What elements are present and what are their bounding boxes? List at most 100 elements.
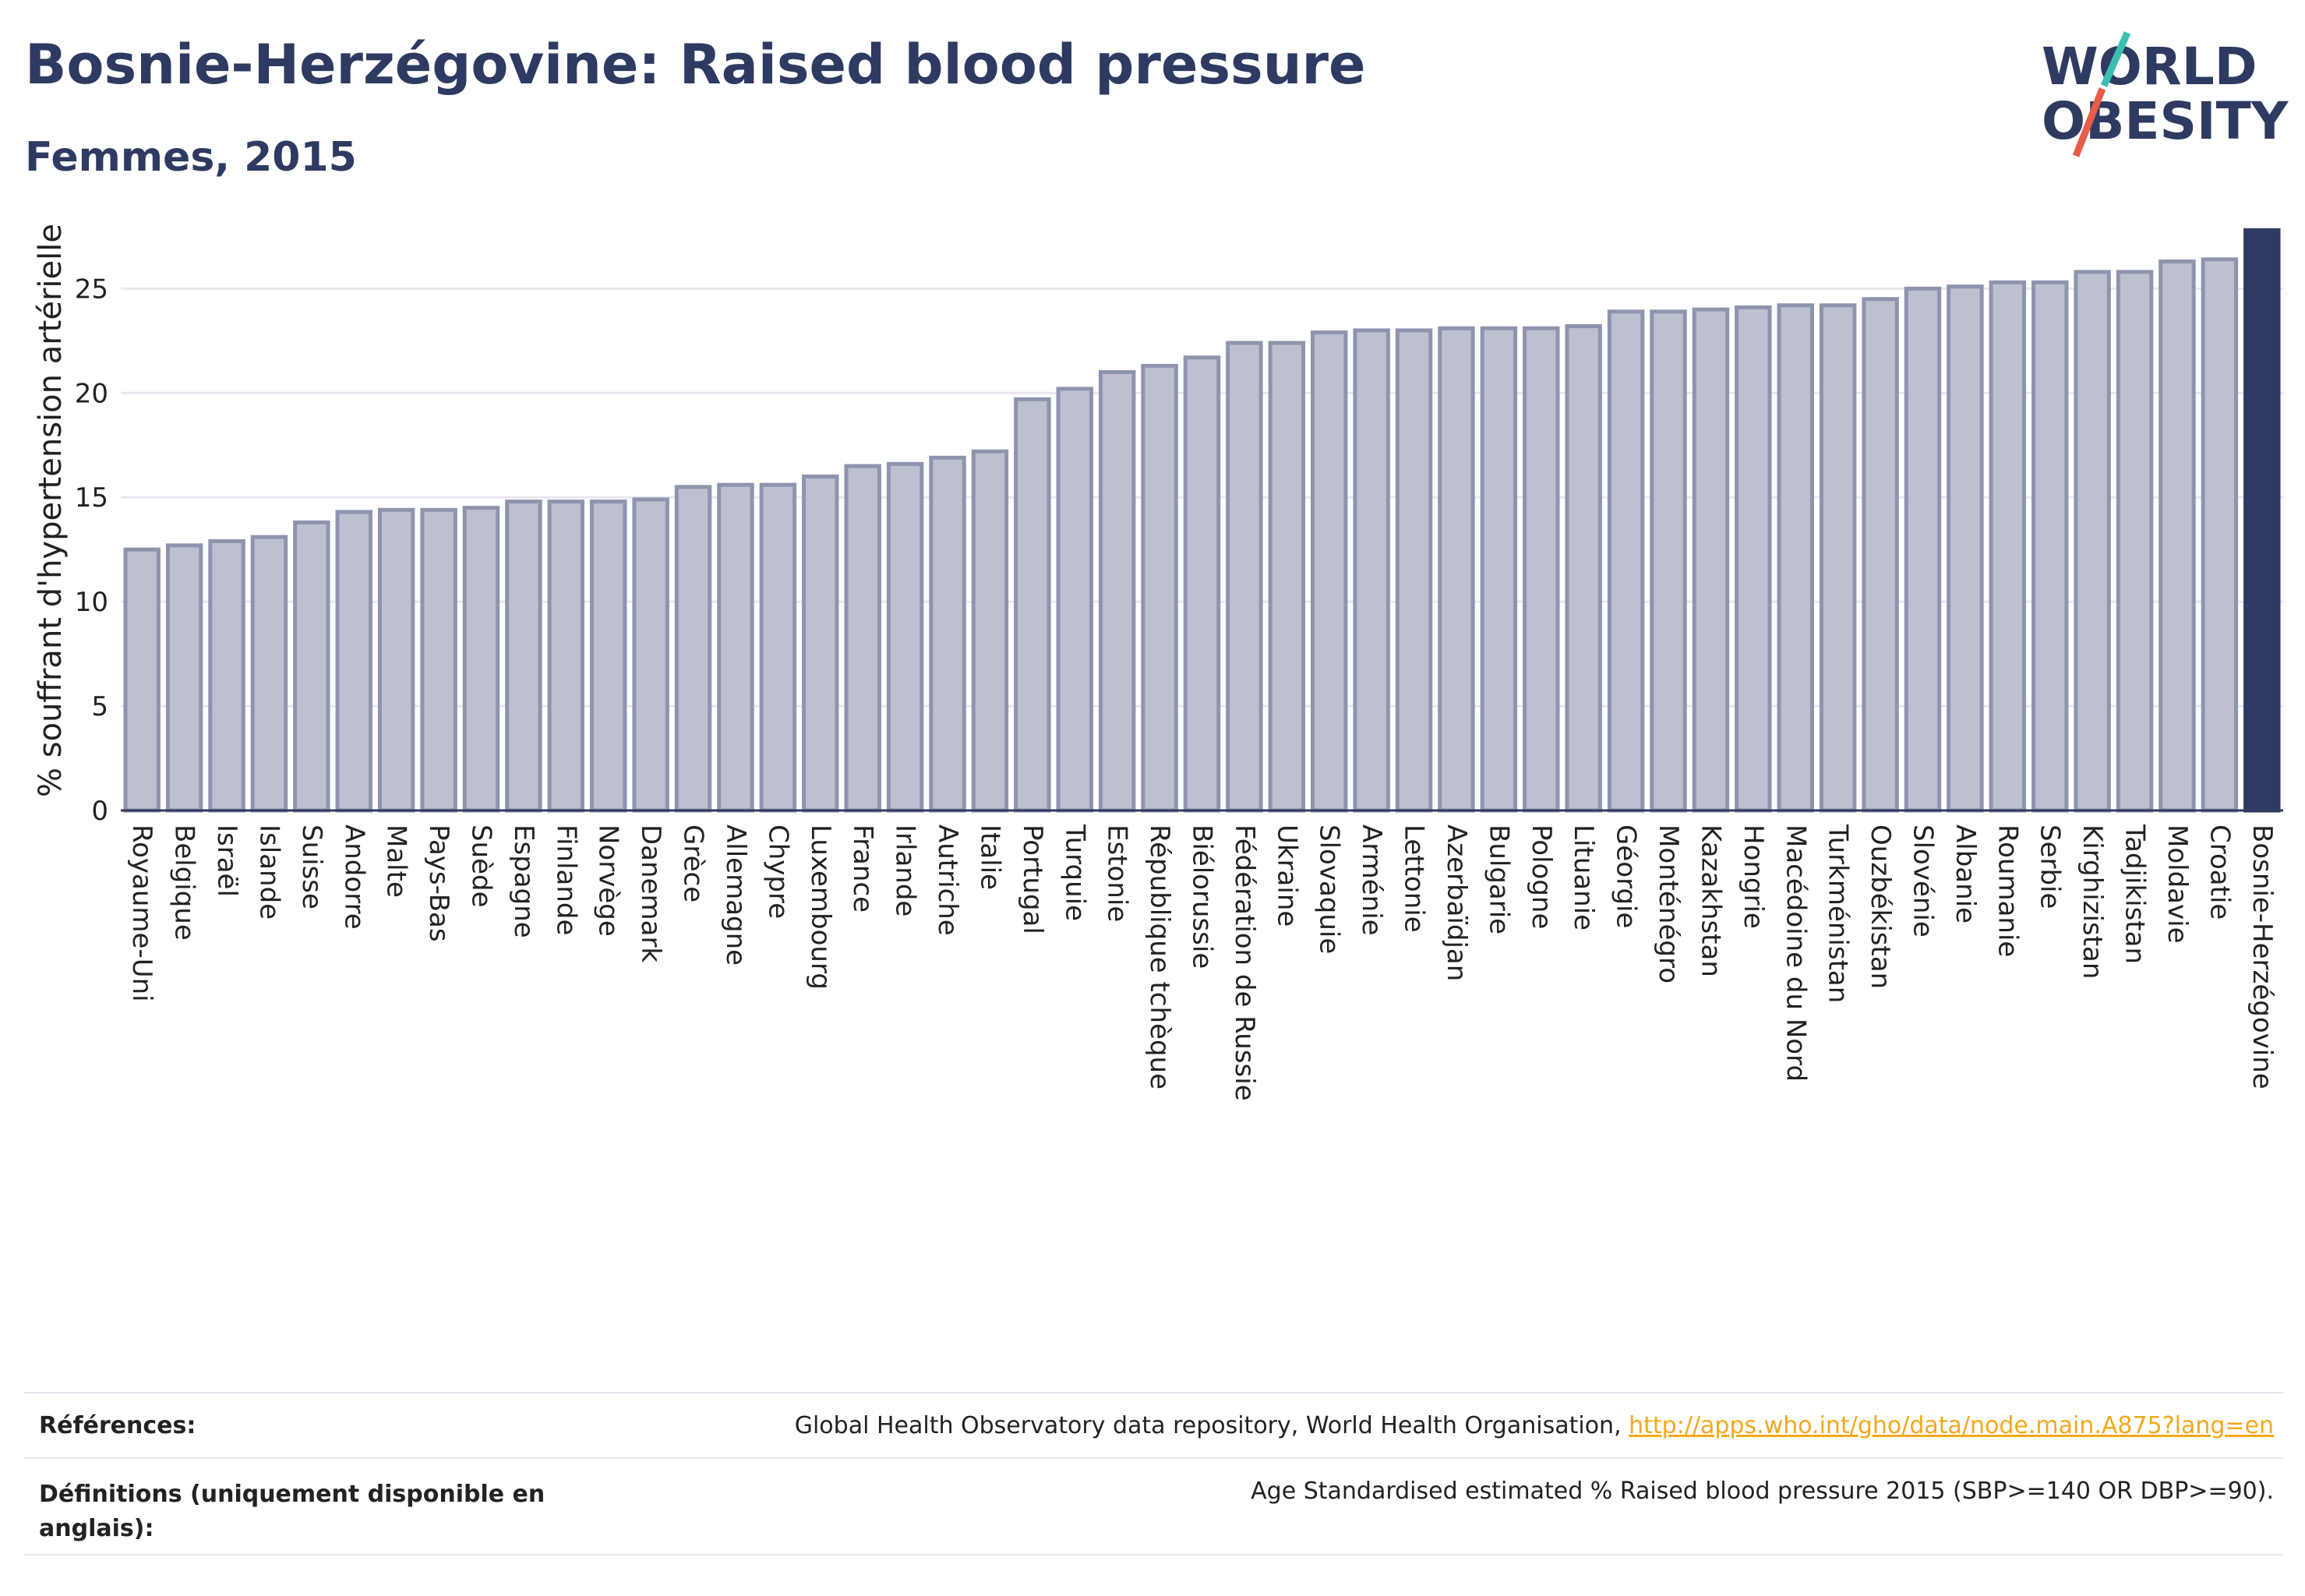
x-tick-label: Pays-Bas xyxy=(423,824,454,942)
bar xyxy=(165,543,203,813)
bar xyxy=(547,500,585,813)
x-tick-label: Arménie xyxy=(1356,824,1387,936)
bar xyxy=(208,538,245,813)
x-tick-label: République tchèque xyxy=(1144,824,1175,1089)
definitions-row: Définitions (uniquement disponible en ang… xyxy=(23,1478,2283,1548)
bar xyxy=(123,547,161,813)
bar xyxy=(1565,324,1602,813)
bar xyxy=(505,500,542,813)
bar xyxy=(1014,397,1051,813)
x-tick-label: Suisse xyxy=(296,824,327,909)
x-tick-label: Ukraine xyxy=(1271,824,1302,927)
bar xyxy=(420,507,457,813)
world-obesity-logo: WORLD OBESITY xyxy=(2042,31,2289,157)
bar xyxy=(1311,330,1348,813)
bar xyxy=(1098,370,1136,813)
bar xyxy=(1735,305,1772,813)
bar xyxy=(2116,270,2154,813)
bar xyxy=(1523,326,1560,813)
bar xyxy=(2201,257,2239,813)
x-tick-label: Serbie xyxy=(2035,824,2066,909)
chart-subtitle: Femmes, 2015 xyxy=(25,134,357,181)
bar xyxy=(1353,328,1390,813)
x-tick-label: Moldavie xyxy=(2162,824,2193,944)
bar xyxy=(1395,328,1433,813)
x-tick-label: Kazakhstan xyxy=(1695,824,1726,977)
footer-divider xyxy=(23,1392,2283,1393)
bar xyxy=(674,485,712,813)
bar xyxy=(462,506,500,813)
x-tick-label: Slovénie xyxy=(1908,824,1939,937)
bar xyxy=(1056,387,1093,813)
x-tick-label: Norvège xyxy=(593,824,624,937)
bar xyxy=(844,464,881,813)
logo-slash-red xyxy=(2072,87,2106,157)
y-tick-label: 0 xyxy=(91,796,108,827)
bar xyxy=(717,482,754,813)
chart-title: Bosnie-Herzégovine: Raised blood pressur… xyxy=(25,33,1366,97)
bar xyxy=(886,461,924,813)
x-tick-label: Italie xyxy=(974,824,1005,890)
x-tick-label: Kirghizistan xyxy=(2077,824,2108,979)
x-tick-label: Allemagne xyxy=(720,824,751,966)
bar xyxy=(590,500,627,813)
bar xyxy=(759,482,797,813)
x-tick-label: Irlande xyxy=(890,824,921,916)
y-axis-title: % souffrant d'hypertension artérielle xyxy=(33,224,69,797)
references-link[interactable]: http://apps.who.int/gho/data/node.main.A… xyxy=(1629,1412,2274,1439)
x-tick-label: Lituanie xyxy=(1568,824,1599,930)
definitions-label-line2: anglais): xyxy=(39,1515,154,1542)
x-tick-label: Monténégro xyxy=(1653,824,1684,983)
bar xyxy=(1226,341,1263,813)
x-tick-label: Royaume-Uni xyxy=(126,824,157,1002)
bar xyxy=(1438,326,1475,813)
x-tick-label: Suède xyxy=(466,824,497,908)
footer-divider xyxy=(23,1457,2283,1459)
bar xyxy=(293,520,330,813)
x-tick-label: Luxembourg xyxy=(805,824,836,990)
x-tick-label: Turkménistan xyxy=(1823,824,1854,1003)
bar xyxy=(1480,326,1518,813)
x-tick-label: Fédération de Russie xyxy=(1229,824,1260,1101)
x-tick-label: Chypre xyxy=(762,824,793,919)
x-tick-label: Croatie xyxy=(2204,824,2235,920)
x-tick-label: Belgique xyxy=(169,824,200,941)
x-tick-label: Turquie xyxy=(1059,824,1090,921)
bar xyxy=(2159,260,2196,813)
bar xyxy=(1862,297,1899,813)
bar xyxy=(1268,341,1306,813)
x-tick-label: Biélorussie xyxy=(1187,824,1218,969)
references-value: Global Health Observatory data repositor… xyxy=(795,1412,2274,1439)
x-tick-label: Hongrie xyxy=(1738,824,1769,929)
references-label: Références: xyxy=(39,1412,196,1439)
bar xyxy=(1989,280,2027,813)
x-tick-label: Finlande xyxy=(550,824,581,935)
bar xyxy=(250,535,288,813)
y-tick-label: 15 xyxy=(75,482,108,514)
bar xyxy=(1692,307,1730,813)
bar xyxy=(632,497,669,813)
x-tick-label: Lettonie xyxy=(1399,824,1430,933)
bar xyxy=(1650,309,1687,813)
bar xyxy=(1607,309,1645,813)
x-tick-label: Ouzbékistan xyxy=(1865,824,1896,989)
bar xyxy=(802,474,839,813)
footer-divider xyxy=(23,1554,2283,1555)
bar xyxy=(2074,270,2111,813)
y-tick-label: 25 xyxy=(75,274,108,305)
bar xyxy=(1141,363,1178,813)
bar xyxy=(1183,355,1221,813)
logo-text-world: WORLD xyxy=(2042,37,2257,97)
x-tick-label: Bulgarie xyxy=(1483,824,1514,934)
bar xyxy=(2243,228,2281,813)
bar xyxy=(929,455,966,813)
x-tick-label: Autriche xyxy=(932,824,963,936)
references-text: Global Health Observatory data repositor… xyxy=(794,1412,1629,1439)
x-tick-label: Danemark xyxy=(635,824,666,962)
y-tick-label: 20 xyxy=(75,378,108,409)
bar xyxy=(377,507,415,813)
references-row: Références: Global Health Observatory da… xyxy=(23,1412,2283,1453)
x-tick-label: Estonie xyxy=(1102,824,1133,922)
x-tick-label: Azerbaïdjan xyxy=(1441,824,1472,981)
bar xyxy=(1819,303,1857,813)
